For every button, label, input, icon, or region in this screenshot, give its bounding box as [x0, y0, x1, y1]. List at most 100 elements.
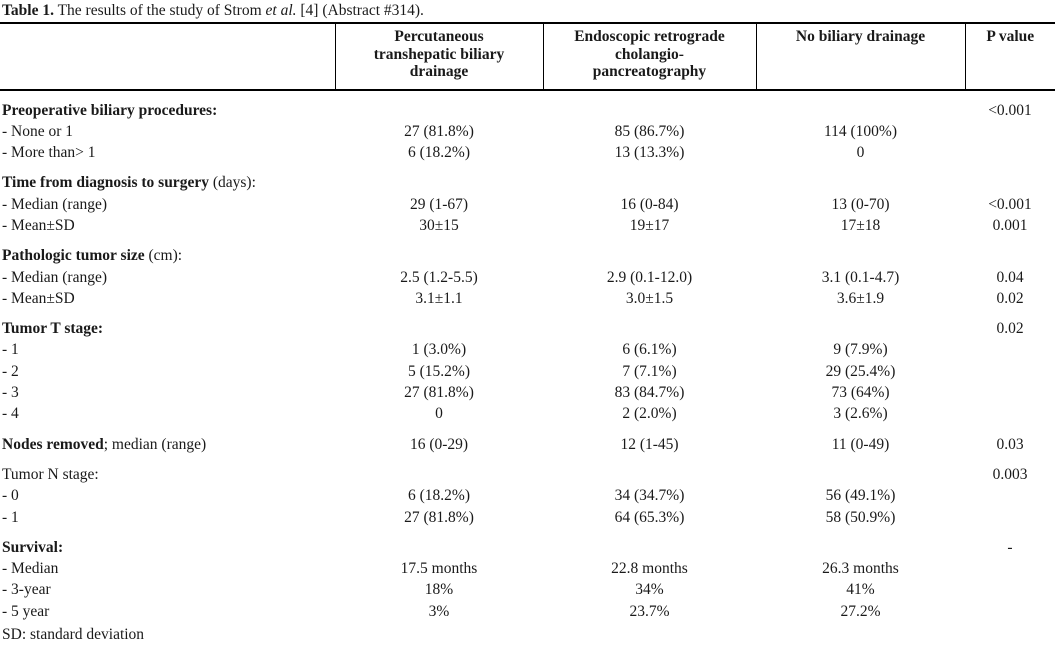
p-value: 0.02: [996, 320, 1024, 338]
row-label-text: - Mean±SD: [2, 216, 75, 234]
table-row: Nodes removed; median (range) 16 (0-29) 12…: [0, 425, 1055, 455]
row-label-text: - Mean±SD: [2, 289, 75, 307]
p-value: <0.001: [988, 195, 1032, 213]
value-no-biliary-drainage: 0: [856, 144, 865, 162]
value-ercp: 7 (7.1%): [622, 362, 677, 380]
value-ptbd: 6 (18.2%): [408, 487, 470, 505]
value-no-biliary-drainage: 58 (50.9%): [825, 508, 896, 526]
row-label: - 0: [0, 485, 335, 506]
row-label-text: Tumor N stage:: [2, 465, 99, 483]
value-no-biliary-drainage: 29 (25.4%): [825, 362, 896, 380]
table-row: Time from diagnosis to surgery (days):: [0, 163, 1055, 193]
table-row: - 1 1 (3.0%) 6 (6.1%) 9 (7.9%): [0, 339, 1055, 360]
value-ptbd: 27 (81.8%): [404, 508, 474, 526]
header-ercp: Endoscopic retrograde cholangio- pancrea…: [542, 24, 756, 91]
value-ercp: [543, 90, 756, 121]
value-ptbd: [335, 163, 543, 193]
value-no-biliary-drainage: 17±18: [840, 216, 881, 234]
value-no-biliary-drainage: 41%: [846, 581, 875, 599]
row-label: Tumor T stage:: [0, 309, 335, 339]
row-label: Nodes removed; median (range): [0, 425, 335, 455]
table-row: - Median (range) 2.5 (1.2-5.5) 2.9 (0.1-12…: [0, 267, 1055, 288]
value-no-biliary-drainage: 9 (7.9%): [833, 341, 888, 359]
value-ercp: 34%: [635, 581, 664, 599]
p-value: -: [1007, 538, 1013, 556]
value-ercp: 3.0±1.5: [625, 289, 674, 307]
row-label-bold: Nodes removed: [2, 435, 104, 453]
value-ptbd: 30±15: [419, 216, 459, 234]
value-ercp: 34 (34.7%): [614, 487, 685, 505]
value-ptbd: 18%: [424, 581, 454, 599]
value-ercp: 83 (84.7%): [614, 384, 685, 402]
p-value: [965, 382, 1055, 403]
value-ercp: [543, 455, 756, 485]
row-label-bold: Preoperative biliary procedures:: [2, 101, 218, 119]
p-value: [965, 163, 1055, 193]
value-no-biliary-drainage: 73 (64%): [831, 384, 890, 402]
table-row: - 2 5 (15.2%) 7 (7.1%) 29 (25.4%): [0, 361, 1055, 382]
value-ptbd: 16 (0-29): [409, 435, 469, 453]
row-label-text: - 3: [2, 384, 19, 402]
value-ercp: 23.7%: [629, 602, 670, 620]
value-ptbd: 27 (81.8%): [404, 384, 474, 402]
p-value: [965, 142, 1055, 163]
p-value: [965, 558, 1055, 579]
table-row: - More than> 1 6 (18.2%) 13 (13.3%) 0: [0, 142, 1055, 163]
value-no-biliary-drainage: 3.1 (0.1-4.7): [821, 268, 900, 286]
value-ptbd: [335, 528, 543, 558]
value-ercp: [543, 163, 756, 193]
value-no-biliary-drainage: 26.3 months: [822, 560, 899, 578]
row-label: Time from diagnosis to surgery (days):: [0, 163, 335, 193]
p-value: <0.001: [988, 101, 1032, 119]
header-p-value: P value: [964, 24, 1055, 91]
value-ptbd: 5 (15.2%): [408, 362, 470, 380]
value-no-biliary-drainage: 27.2%: [840, 602, 881, 620]
value-ptbd: [335, 236, 543, 266]
row-label: Survival:: [0, 528, 335, 558]
row-label-text: ; median (range): [103, 435, 207, 453]
row-label-text: (cm):: [144, 247, 183, 265]
table-row: Tumor T stage: 0.02: [0, 309, 1055, 339]
table-row: Pathologic tumor size (cm):: [0, 236, 1055, 266]
value-ercp: [543, 528, 756, 558]
p-value: 0.03: [996, 435, 1024, 453]
table-row: Tumor N stage: 0.003: [0, 455, 1055, 485]
value-ptbd: 6 (18.2%): [408, 144, 470, 162]
table-row: - Mean±SD 30±15 19±17 17±18 0.001: [0, 215, 1055, 236]
p-value: [965, 601, 1055, 622]
header-no-biliary-drainage: No biliary drainage: [755, 24, 965, 91]
value-ptbd: 17.5 months: [400, 560, 478, 578]
p-value: 0.04: [996, 268, 1024, 286]
value-ptbd: 29 (1-67): [409, 195, 469, 213]
row-label-text: - None or 1: [2, 122, 74, 140]
row-label-text: - 1: [2, 508, 19, 526]
row-label-text: - 1: [2, 341, 19, 359]
value-ptbd: 2.5 (1.2-5.5): [400, 268, 478, 286]
value-ercp: 2.9 (0.1-12.0): [606, 268, 693, 286]
p-value: [965, 361, 1055, 382]
row-label: Preoperative biliary procedures:: [0, 90, 335, 121]
row-label: - Mean±SD: [0, 215, 335, 236]
row-label-text: - 0: [2, 487, 19, 505]
value-ptbd: 3%: [428, 602, 450, 620]
row-label: - Median: [0, 558, 335, 579]
table-row: Survival: -: [0, 528, 1055, 558]
value-no-biliary-drainage: 114 (100%): [823, 122, 898, 140]
row-label-bold: Time from diagnosis to surgery: [2, 174, 209, 192]
table-caption-text: The results of the study of Strom: [53, 2, 266, 19]
results-table: Percutaneous transhepatic biliary draina…: [0, 24, 1055, 622]
value-no-biliary-drainage: [756, 163, 965, 193]
value-no-biliary-drainage: [756, 236, 965, 266]
table-row: - 5 year 3% 23.7% 27.2%: [0, 601, 1055, 622]
row-label-text: - Median (range): [2, 195, 108, 213]
row-label: - Mean±SD: [0, 288, 335, 309]
p-value: [965, 236, 1055, 266]
p-value: [965, 507, 1055, 528]
value-ercp: 64 (65.3%): [614, 508, 685, 526]
row-label: - None or 1: [0, 121, 335, 142]
header-no-biliary-drainage-label: No biliary drainage: [795, 28, 926, 45]
header-ptbd: Percutaneous transhepatic biliary draina…: [334, 24, 543, 91]
value-ercp: 16 (0-84): [620, 195, 679, 213]
row-label: - 3: [0, 382, 335, 403]
